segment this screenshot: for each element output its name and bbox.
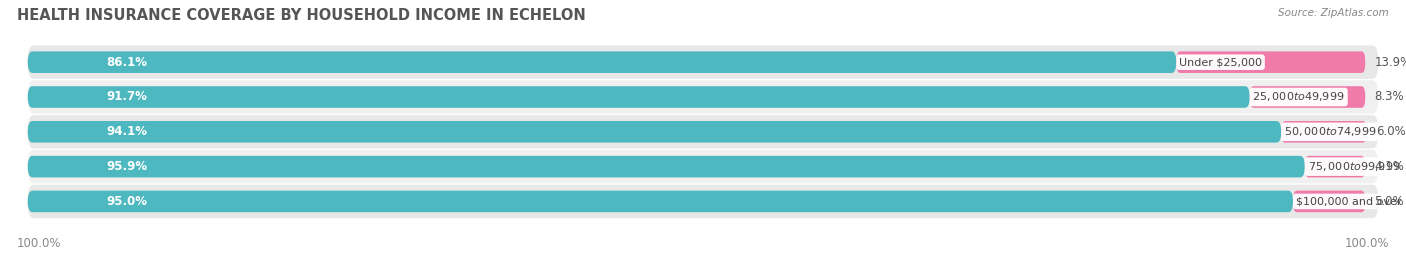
FancyBboxPatch shape — [1250, 86, 1365, 108]
Text: Source: ZipAtlas.com: Source: ZipAtlas.com — [1278, 8, 1389, 18]
Text: $50,000 to $74,999: $50,000 to $74,999 — [1284, 125, 1376, 138]
Text: Under $25,000: Under $25,000 — [1180, 57, 1263, 67]
Text: 95.0%: 95.0% — [107, 195, 148, 208]
Text: 100.0%: 100.0% — [17, 237, 62, 250]
Text: 6.0%: 6.0% — [1375, 125, 1406, 138]
Text: 5.0%: 5.0% — [1375, 195, 1405, 208]
FancyBboxPatch shape — [28, 115, 1378, 148]
Text: 91.7%: 91.7% — [107, 90, 148, 104]
Text: $25,000 to $49,999: $25,000 to $49,999 — [1253, 90, 1346, 104]
FancyBboxPatch shape — [28, 150, 1378, 183]
FancyBboxPatch shape — [1177, 51, 1365, 73]
FancyBboxPatch shape — [28, 156, 1305, 178]
Text: $100,000 and over: $100,000 and over — [1296, 196, 1402, 206]
FancyBboxPatch shape — [28, 80, 1378, 114]
FancyBboxPatch shape — [1305, 156, 1365, 178]
FancyBboxPatch shape — [28, 51, 1177, 73]
Text: 13.9%: 13.9% — [1375, 56, 1406, 69]
Text: HEALTH INSURANCE COVERAGE BY HOUSEHOLD INCOME IN ECHELON: HEALTH INSURANCE COVERAGE BY HOUSEHOLD I… — [17, 8, 586, 23]
FancyBboxPatch shape — [1281, 121, 1367, 143]
Text: 95.9%: 95.9% — [107, 160, 148, 173]
Text: 94.1%: 94.1% — [107, 125, 148, 138]
FancyBboxPatch shape — [28, 86, 1250, 108]
FancyBboxPatch shape — [1294, 191, 1365, 212]
Text: 100.0%: 100.0% — [1344, 237, 1389, 250]
Text: 8.3%: 8.3% — [1375, 90, 1405, 104]
Text: 86.1%: 86.1% — [107, 56, 148, 69]
Text: 4.1%: 4.1% — [1375, 160, 1405, 173]
FancyBboxPatch shape — [28, 45, 1378, 79]
FancyBboxPatch shape — [28, 185, 1378, 218]
FancyBboxPatch shape — [28, 121, 1281, 143]
FancyBboxPatch shape — [28, 191, 1294, 212]
Text: $75,000 to $99,999: $75,000 to $99,999 — [1308, 160, 1400, 173]
